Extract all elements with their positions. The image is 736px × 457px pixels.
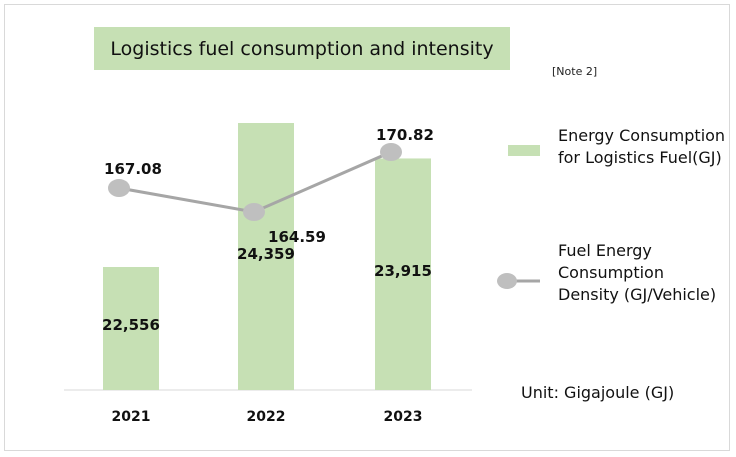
legend-swatch-bar xyxy=(508,145,540,156)
line-label-2023: 170.82 xyxy=(376,126,434,144)
unit-label: Unit: Gigajoule (GJ) xyxy=(521,383,675,402)
chart-frame xyxy=(4,4,730,451)
bar-label-2023: 23,915 xyxy=(374,262,432,280)
line-point-2021 xyxy=(108,179,130,198)
line-point-2023 xyxy=(380,143,402,161)
bar-label-2022: 24,359 xyxy=(237,245,295,263)
x-tick-2021: 2021 xyxy=(112,409,151,425)
legend-label-line: Fuel Energy Consumption Density (GJ/Vehi… xyxy=(558,241,717,304)
bar-label-2021: 22,556 xyxy=(102,316,160,334)
line-label-2022: 164.59 xyxy=(268,228,326,246)
chart-title: Logistics fuel consumption and intensity xyxy=(94,27,510,70)
bar-2022 xyxy=(238,123,294,390)
bar-2023 xyxy=(375,158,431,390)
line-point-2022 xyxy=(243,203,265,221)
legend-swatch-line xyxy=(497,273,540,289)
chart-note: [Note 2] xyxy=(552,65,598,78)
x-tick-2023: 2023 xyxy=(384,409,423,425)
x-tick-2022: 2022 xyxy=(247,409,286,425)
bar-2021 xyxy=(103,267,159,390)
line-label-2021: 167.08 xyxy=(104,160,162,178)
legend-label-bar: Energy Consumption for Logistics Fuel(GJ… xyxy=(558,126,726,167)
